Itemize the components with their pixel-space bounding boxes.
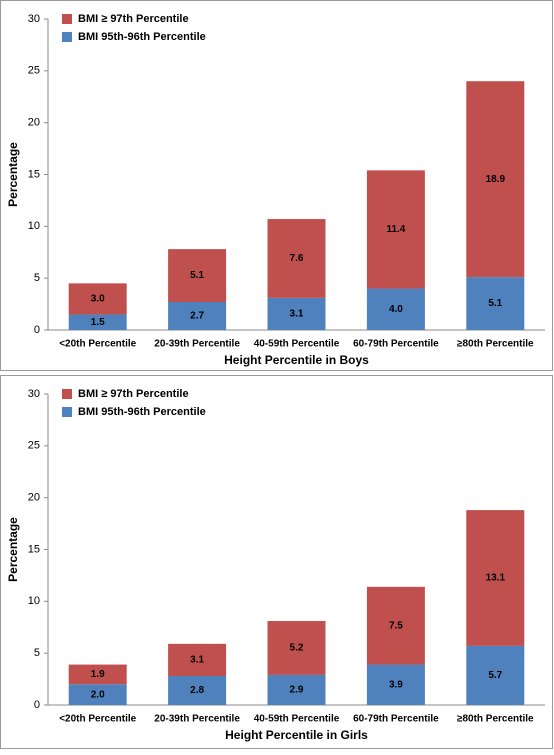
data-label: 3.9 [389,679,403,690]
bar-segment [68,684,127,705]
data-label: 7.6 [290,253,304,264]
data-label: 5.7 [488,670,502,681]
bar-segment [267,674,326,705]
bar-segment [168,249,227,303]
legend-swatch [62,407,72,417]
bar-segment [466,277,525,330]
bar-segment [68,283,127,315]
data-label: 2.8 [190,685,204,696]
x-tick-label: 60-79th Percentile [353,339,439,350]
bar-segment [68,664,127,685]
bar-segment [68,314,127,330]
data-label: 3.0 [91,294,105,305]
bar-segment [366,664,425,705]
data-label: 2.9 [290,685,304,696]
data-label: 3.1 [290,309,304,320]
y-tick-label: 20 [28,117,40,129]
y-tick-label: 5 [34,647,40,659]
data-label: 2.0 [91,689,105,700]
legend-label: BMI ≥ 97th Percentile [78,13,189,25]
data-label: 18.9 [486,174,506,185]
bar-segment [267,297,326,330]
x-tick-label: ≥80th Percentile [457,339,534,350]
x-tick-label: 60-79th Percentile [353,714,439,725]
y-tick-label: 25 [28,65,40,77]
x-tick-label: ≥80th Percentile [457,714,534,725]
bar-segment [466,81,525,278]
chart: 0 5 10 15 20 25 30 1.5 2.7 3.1 4.0 5.1 3.0 5.1 7.6 11.4… [6,13,545,367]
data-label: 7.5 [389,620,403,631]
y-tick-label: 0 [34,699,40,711]
y-tick-label: 0 [34,324,40,336]
y-tick-label: 5 [34,272,40,284]
legend-label: BMI ≥ 97th Percentile [78,388,189,400]
y-axis-title: Percentage [6,517,20,582]
y-tick-label: 25 [28,440,40,452]
data-label: 5.1 [190,270,204,281]
y-tick-label: 15 [28,168,40,180]
data-label: 3.1 [190,655,204,666]
bar-segment [366,586,425,665]
y-tick-label: 30 [28,13,40,25]
data-label: 5.2 [290,643,304,654]
bar-segment [267,219,326,298]
x-axis-title: Height Percentile in Girls [225,728,368,742]
y-tick-label: 10 [28,220,40,232]
data-label: 1.5 [91,317,105,328]
y-tick-label: 20 [28,492,40,504]
bar-segment [168,643,227,676]
data-label: 2.7 [190,311,204,322]
y-tick-label: 15 [28,543,40,555]
data-label: 13.1 [486,573,506,584]
panel-border [0,375,553,749]
x-tick-label: 20-39th Percentile [154,714,240,725]
chart: 0 5 10 15 20 25 30 2.0 2.8 2.9 3.9 5.7 1.9 3.1 5.2 7.5 1… [6,388,545,742]
bar-segment [466,645,525,705]
bar-segment [366,170,425,289]
x-tick-label: <20th Percentile [59,714,136,725]
panel-border [0,0,553,371]
x-tick-label: <20th Percentile [59,339,136,350]
data-label: 4.0 [389,304,403,315]
bar-segment [267,621,326,675]
y-tick-label: 10 [28,595,40,607]
legend-label: BMI 95th-96th Percentile [78,406,206,418]
bar-segment [466,510,525,646]
x-tick-label: 40-59th Percentile [254,339,340,350]
legend-label: BMI 95th-96th Percentile [78,31,206,43]
legend-swatch [62,32,72,42]
legend-swatch [62,389,72,399]
bar-segment [168,675,227,705]
y-axis-title: Percentage [6,142,20,207]
data-label: 5.1 [488,298,502,309]
bar-segment [366,288,425,330]
x-tick-label: 20-39th Percentile [154,339,240,350]
y-tick-label: 30 [28,388,40,400]
x-axis-title: Height Percentile in Boys [224,353,369,367]
legend-swatch [62,14,72,24]
x-tick-label: 40-59th Percentile [254,714,340,725]
data-label: 1.9 [91,669,105,680]
data-label: 11.4 [386,224,405,235]
bar-segment [168,302,227,330]
